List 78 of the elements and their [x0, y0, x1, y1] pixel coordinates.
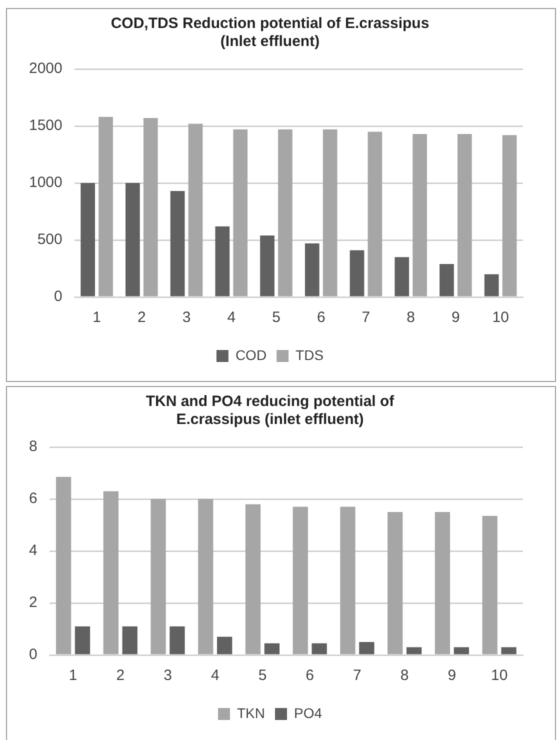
x-tick-label: 2 [116, 667, 125, 684]
x-tick-label: 3 [164, 667, 172, 684]
x-tick-label: 5 [258, 667, 267, 684]
bar [260, 235, 274, 296]
bar [264, 643, 280, 654]
bar [340, 506, 356, 654]
text: (Inlet effluent) [220, 33, 320, 50]
bar [150, 499, 166, 654]
y-tick-label: 6 [29, 490, 38, 508]
legend-label: COD [235, 346, 267, 363]
x-tick-label: 9 [452, 309, 460, 326]
bar [322, 129, 338, 296]
y-tick-label: 4 [29, 542, 38, 560]
y-tick-label: 2000 [28, 60, 62, 78]
bar [312, 643, 327, 654]
y-tick-label: 500 [37, 231, 62, 248]
bar [458, 134, 472, 296]
bar [304, 243, 320, 296]
bar [394, 257, 410, 296]
bar [406, 647, 422, 654]
bar [122, 626, 138, 654]
y-tick-label: 0 [54, 288, 62, 306]
x-tick-label: 6 [316, 309, 326, 326]
bar [126, 183, 140, 296]
x-tick-label: 8 [400, 667, 409, 684]
bar [434, 512, 450, 654]
bar [198, 499, 214, 654]
y-tick-label: 1000 [28, 174, 62, 192]
legend-label: TKN [236, 704, 265, 721]
x-tick-label: 4 [227, 309, 236, 326]
bar [482, 516, 498, 654]
x-tick-label: 7 [353, 667, 362, 684]
bar [388, 512, 403, 654]
bar [359, 642, 374, 654]
x-tick-label: 5 [272, 309, 280, 326]
bar [440, 264, 454, 296]
bar [215, 226, 230, 296]
y-tick-label: 8 [29, 438, 38, 456]
bar [454, 647, 470, 654]
x-tick-label: 10 [492, 309, 509, 326]
bar [217, 636, 232, 654]
text: E.crassipus (inlet effluent) [176, 411, 364, 428]
bar [484, 274, 499, 296]
x-tick-label: 9 [448, 667, 456, 684]
bar [292, 506, 308, 654]
legend-label: TDS [296, 346, 324, 363]
x-tick-label: 3 [182, 309, 191, 326]
text: TKN and PO4 reducing potential of [146, 393, 394, 410]
x-tick-label: 6 [306, 667, 314, 684]
bar [170, 190, 185, 296]
bar [502, 135, 517, 296]
x-tick-label: 7 [362, 309, 370, 326]
bar [233, 129, 248, 296]
bar [412, 134, 427, 296]
bar [56, 476, 72, 654]
y-tick-label: 2 [29, 594, 38, 612]
text: COD,TDS Reduction potential of E.crassipus [110, 15, 430, 32]
y-tick-label: 0 [29, 646, 38, 664]
bar [278, 129, 292, 296]
bar [188, 124, 203, 296]
bar [350, 250, 364, 296]
bar [74, 626, 90, 654]
bar [98, 116, 113, 296]
y-tick-label: 1500 [28, 117, 62, 134]
bar [80, 183, 96, 296]
bar [501, 647, 516, 654]
bar [103, 491, 118, 654]
x-tick-label: 4 [210, 667, 220, 684]
x-tick-label: 1 [92, 309, 101, 326]
x-tick-label: 10 [490, 667, 508, 684]
bar [170, 626, 185, 654]
x-tick-label: 8 [406, 309, 416, 326]
bar [368, 132, 382, 296]
x-tick-label: 1 [68, 667, 78, 684]
bar [245, 504, 261, 654]
legend-label: PO4 [294, 704, 322, 721]
x-tick-label: 2 [137, 309, 146, 326]
bar [143, 118, 158, 296]
